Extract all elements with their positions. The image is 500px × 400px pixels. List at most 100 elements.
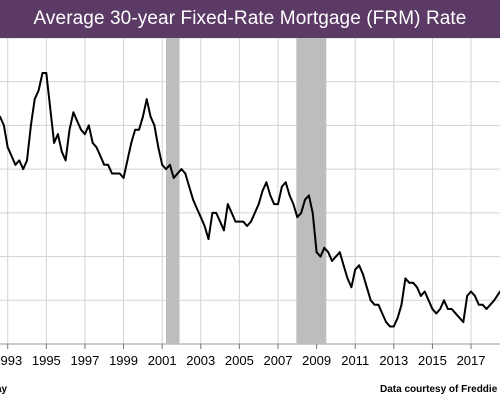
rate-data-point (466, 295, 469, 297)
rate-data-point (0, 115, 1, 118)
rate-data-point (431, 308, 434, 310)
rate-data-point (157, 146, 160, 149)
rate-data-point (238, 220, 241, 223)
rate-data-point (134, 128, 137, 131)
rate-data-point (107, 163, 110, 166)
rate-data-point (37, 89, 40, 92)
recession-bands (166, 38, 327, 344)
rate-data-point (450, 308, 453, 310)
rate-data-point (68, 128, 71, 131)
rate-data-point (45, 72, 48, 74)
rate-data-point (346, 277, 349, 280)
rate-data-point (253, 211, 256, 214)
rate-data-point (18, 159, 21, 162)
recession-band (166, 38, 180, 344)
rate-data-point (311, 211, 314, 214)
rate-data-point (153, 124, 156, 127)
rate-data-point (315, 251, 318, 254)
rate-data-point (29, 124, 32, 127)
x-tick-label: 2009 (302, 353, 331, 368)
rate-data-point (145, 98, 148, 101)
rate-data-point (60, 150, 63, 153)
rate-data-point (246, 225, 249, 227)
rate-data-point (168, 163, 171, 166)
rate-data-point (10, 155, 13, 157)
rate-data-point (84, 133, 86, 136)
rate-data-point (392, 325, 395, 328)
rate-data-point (474, 295, 476, 297)
rate-data-point (180, 168, 183, 171)
rate-data-point (223, 229, 225, 232)
x-tick-label: 1997 (70, 353, 99, 368)
mortgage-rate-chart: 1993 1995 1997 1999 2001 2003 2005 2007 2009 2011… (0, 38, 500, 368)
rate-data-point (114, 172, 117, 175)
recession-band (296, 38, 327, 344)
rate-data-point (161, 163, 164, 166)
rate-data-point (176, 172, 179, 175)
rate-data-point (350, 286, 353, 289)
rate-data-point (389, 325, 391, 328)
x-tick-label: 1999 (109, 353, 138, 368)
rate-data-point (412, 281, 415, 284)
rate-data-point (122, 176, 125, 179)
rate-data-point (319, 255, 322, 258)
rate-data-point (53, 142, 55, 144)
rate-data-point (381, 312, 384, 315)
rate-data-point (226, 203, 229, 206)
rate-data-point (234, 220, 237, 223)
rate-data-point (76, 120, 79, 122)
rate-data-point (443, 299, 445, 302)
rate-data-point (230, 211, 233, 214)
rate-data-point (118, 172, 121, 175)
x-tick-label: 1995 (32, 353, 61, 368)
rate-data-point (192, 198, 194, 201)
rate-data-point (149, 115, 152, 118)
rate-data-point (284, 181, 287, 184)
rate-data-point (493, 299, 496, 302)
rate-data-point (199, 216, 202, 219)
data-source-note: Data courtesy of Freddie M (380, 384, 500, 395)
rate-data-point (373, 303, 376, 306)
chart-title-bar: Average 30-year Fixed-Rate Mortgage (FRM… (0, 0, 500, 38)
rate-data-point (307, 194, 310, 197)
rate-data-point (385, 321, 388, 324)
x-tick-label: 2013 (379, 353, 408, 368)
rate-data-point (196, 207, 198, 210)
rate-data-point (207, 238, 210, 240)
rate-data-point (257, 203, 260, 206)
rate-data-point (331, 260, 333, 262)
rate-data-point (203, 225, 206, 227)
rate-data-point (130, 142, 133, 144)
rate-data-point (489, 303, 492, 306)
rate-data-point (354, 268, 357, 271)
rate-data-point (439, 308, 442, 310)
rate-data-point (269, 194, 272, 197)
rate-data-point (358, 264, 360, 267)
rate-data-point (111, 172, 113, 175)
rate-data-point (172, 176, 175, 179)
rate-data-point (95, 146, 98, 149)
rate-data-point (416, 286, 418, 289)
rate-data-point (300, 211, 303, 214)
rate-data-point (323, 246, 326, 249)
rate-data-point (103, 163, 106, 166)
rate-data-point (273, 203, 276, 206)
rate-data-point (408, 281, 411, 284)
rate-data-point (99, 155, 102, 157)
x-axis-ticks: 1993 1995 1997 1999 2001 2003 2005 2007 2009 2011… (0, 344, 486, 368)
rate-data-point (242, 220, 245, 223)
rate-data-point (6, 146, 9, 149)
rate-data-point (64, 159, 67, 162)
rate-data-point (454, 312, 457, 315)
rate-data-point (304, 198, 306, 201)
rate-data-point (22, 168, 25, 171)
x-tick-label: 1993 (0, 353, 22, 368)
series-layer (0, 72, 500, 328)
rate-data-point (338, 251, 341, 254)
rate-data-point (435, 312, 438, 315)
rate-data-point (335, 255, 337, 258)
rate-data-point (481, 303, 484, 306)
rate-data-point (396, 316, 399, 319)
x-tick-label: 2011 (341, 353, 369, 368)
rate-data-point (165, 168, 167, 171)
